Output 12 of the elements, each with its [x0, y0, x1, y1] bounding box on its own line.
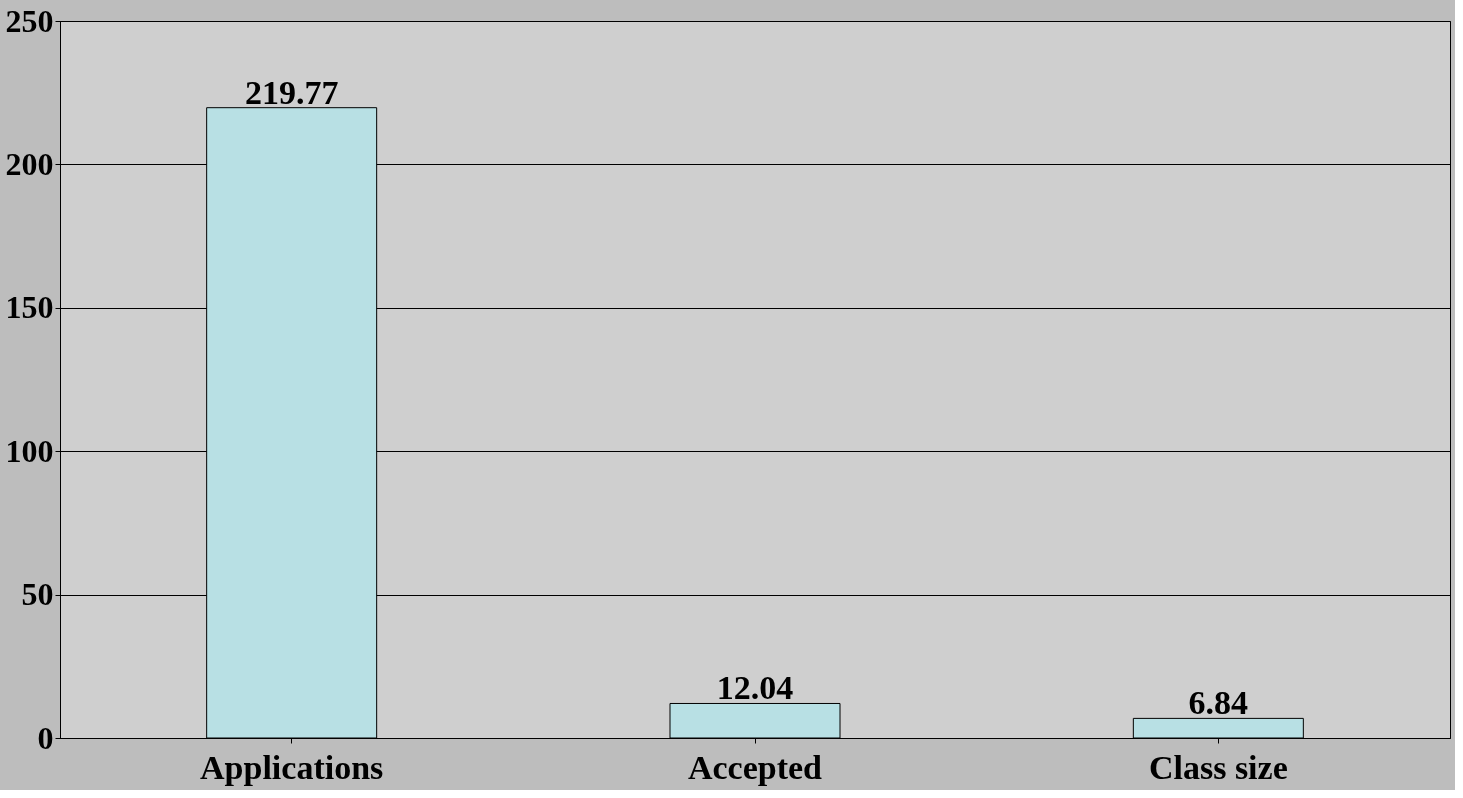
y-tick-label: 0	[37, 719, 54, 756]
y-tick-label: 250	[5, 2, 54, 39]
y-tick-label: 150	[5, 289, 54, 326]
data-label: 219.77	[244, 73, 339, 111]
x-tick-label: Applications	[200, 748, 384, 786]
data-label: 6.84	[1188, 684, 1249, 722]
y-tick-label: 50	[21, 576, 54, 613]
x-tick-label: Accepted	[687, 748, 823, 786]
x-tick-label: Class size	[1148, 748, 1288, 786]
data-label: 12.04	[716, 669, 794, 707]
y-tick-label: 100	[5, 432, 54, 469]
y-tick-label: 200	[5, 145, 54, 182]
